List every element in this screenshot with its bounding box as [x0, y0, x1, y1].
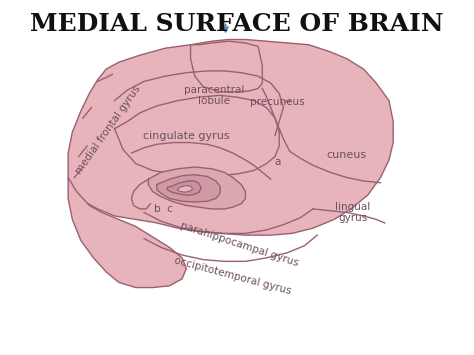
Text: MEDIAL SURFACE OF BRAIN: MEDIAL SURFACE OF BRAIN	[30, 11, 444, 36]
Polygon shape	[191, 41, 262, 92]
Text: occipitotemporal gyrus: occipitotemporal gyrus	[173, 255, 292, 296]
Text: a: a	[274, 157, 280, 167]
Text: parahippocampal gyrus: parahippocampal gyrus	[179, 220, 300, 268]
Text: medial frontal gyrus: medial frontal gyrus	[74, 84, 143, 176]
Polygon shape	[148, 167, 246, 209]
Text: cuneus: cuneus	[327, 150, 367, 160]
Polygon shape	[167, 181, 201, 195]
Text: precuneus: precuneus	[250, 97, 304, 107]
Text: lingual
gyrus: lingual gyrus	[336, 202, 371, 223]
Text: cingulate gyrus: cingulate gyrus	[143, 131, 229, 141]
Polygon shape	[177, 186, 192, 192]
Polygon shape	[157, 175, 220, 202]
Text: b  c: b c	[154, 204, 173, 214]
Polygon shape	[68, 39, 393, 235]
Text: paracentral
lobule: paracentral lobule	[183, 84, 244, 106]
Polygon shape	[68, 178, 186, 288]
